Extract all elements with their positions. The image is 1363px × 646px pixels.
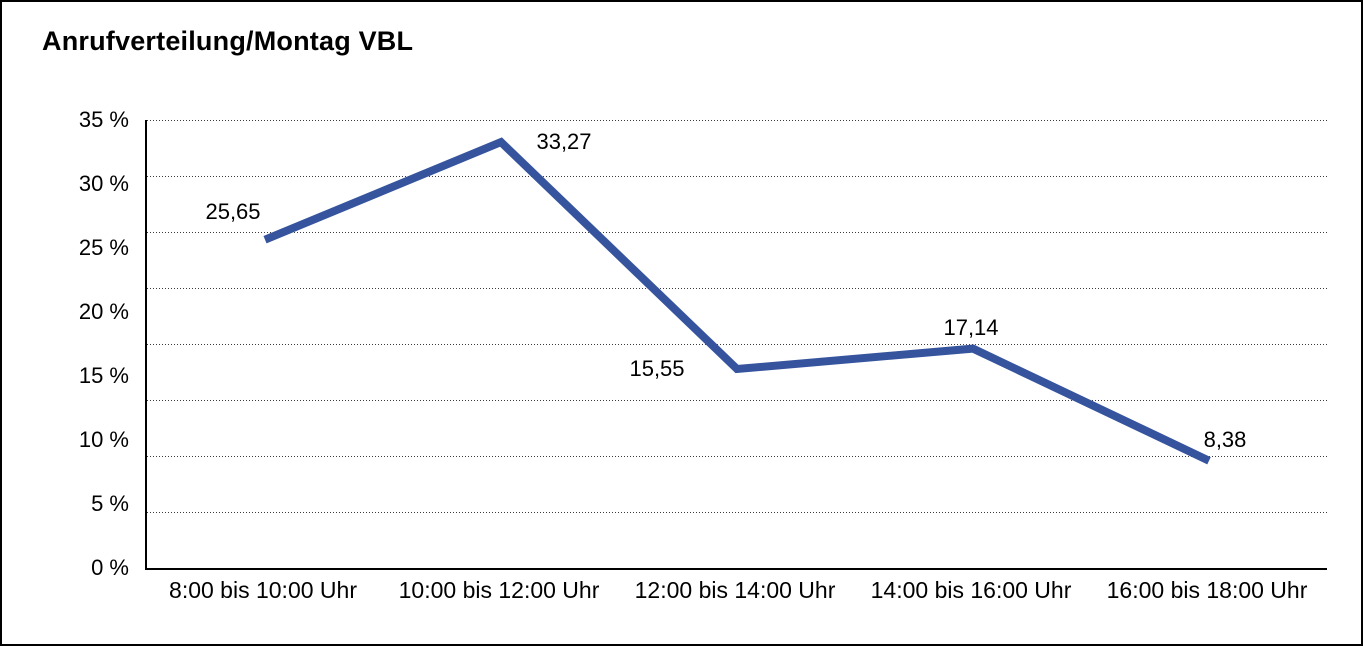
y-axis-tick-label: 25 %: [78, 235, 129, 260]
gridline: [147, 344, 1327, 345]
x-axis-tick-label: 12:00 bis 14:00 Uhr: [634, 577, 836, 603]
x-axis-tick-label: 16:00 bis 18:00 Uhr: [1106, 577, 1308, 603]
data-point-label: 25,65: [205, 199, 261, 224]
x-axis-tick-label: 10:00 bis 12:00 Uhr: [398, 577, 600, 603]
y-axis-labels: 35 % 30 % 25 % 20 % 15 % 10 % 5 % 0 %: [2, 107, 129, 590]
data-point-label: 33,27: [536, 129, 592, 154]
plot-area: [145, 120, 1327, 570]
gridline: [147, 512, 1327, 513]
data-point-label: 17,14: [943, 315, 999, 340]
data-point-label: 8,38: [1203, 427, 1247, 452]
y-axis-tick-label: 0 %: [91, 555, 129, 580]
y-axis-tick-label: 20 %: [78, 299, 129, 324]
gridline: [147, 456, 1327, 457]
x-axis-tick-label: 8:00 bis 10:00 Uhr: [169, 577, 357, 603]
chart-title: Anrufverteilung/Montag VBL: [42, 26, 414, 56]
y-axis-tick-label: 5 %: [91, 491, 129, 516]
gridline: [147, 176, 1327, 177]
gridline: [147, 232, 1327, 233]
series-polyline: [263, 137, 1211, 465]
y-axis-tick-label: 30 %: [78, 171, 129, 196]
y-axis-tick-label: 15 %: [78, 363, 129, 388]
y-axis-tick-label: 35 %: [78, 107, 129, 132]
gridline: [147, 400, 1327, 401]
x-axis-labels: 8:00 bis 10:00 Uhr 10:00 bis 12:00 Uhr 12:…: [145, 577, 1325, 609]
line-series-layer: [263, 137, 1211, 465]
gridline: [147, 288, 1327, 289]
data-point-label: 15,55: [629, 356, 685, 381]
x-axis-tick-label: 14:00 bis 16:00 Uhr: [870, 577, 1072, 603]
y-axis-tick-label: 10 %: [78, 427, 129, 452]
gridline: [147, 120, 1327, 121]
